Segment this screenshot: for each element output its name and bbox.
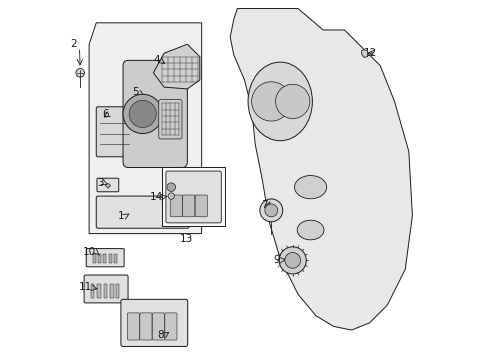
- Circle shape: [168, 193, 174, 199]
- Bar: [110, 284, 114, 298]
- FancyBboxPatch shape: [97, 178, 119, 192]
- Ellipse shape: [297, 220, 324, 240]
- Text: 5: 5: [132, 87, 139, 98]
- Bar: [103, 284, 107, 298]
- FancyBboxPatch shape: [183, 195, 194, 217]
- Text: 12: 12: [363, 48, 376, 58]
- Bar: [97, 284, 101, 298]
- Ellipse shape: [294, 176, 326, 199]
- FancyBboxPatch shape: [127, 313, 139, 340]
- Text: 7: 7: [261, 200, 267, 210]
- Circle shape: [123, 94, 162, 134]
- Circle shape: [259, 199, 282, 222]
- Bar: [114, 254, 117, 263]
- FancyBboxPatch shape: [96, 196, 189, 228]
- Polygon shape: [89, 23, 201, 234]
- Bar: [108, 254, 111, 263]
- FancyBboxPatch shape: [140, 313, 152, 340]
- Text: 1: 1: [118, 211, 124, 221]
- Text: 8: 8: [157, 330, 164, 341]
- Circle shape: [166, 183, 175, 192]
- Text: 4: 4: [154, 55, 160, 65]
- Text: 13: 13: [180, 234, 193, 244]
- FancyBboxPatch shape: [165, 171, 221, 223]
- Bar: [91, 284, 94, 298]
- Text: 14: 14: [149, 192, 163, 202]
- FancyBboxPatch shape: [84, 275, 128, 303]
- Circle shape: [264, 204, 277, 217]
- FancyBboxPatch shape: [164, 313, 177, 340]
- FancyBboxPatch shape: [123, 60, 187, 167]
- Bar: [103, 254, 106, 263]
- FancyBboxPatch shape: [170, 195, 182, 217]
- FancyBboxPatch shape: [121, 299, 187, 346]
- Bar: [98, 254, 101, 263]
- Polygon shape: [361, 50, 367, 58]
- FancyBboxPatch shape: [195, 195, 207, 217]
- Bar: [116, 284, 119, 298]
- Circle shape: [285, 252, 300, 268]
- Text: 3: 3: [97, 177, 103, 188]
- Text: 6: 6: [102, 109, 108, 119]
- Circle shape: [279, 247, 305, 274]
- Circle shape: [129, 100, 156, 127]
- FancyBboxPatch shape: [152, 313, 164, 340]
- Ellipse shape: [247, 62, 312, 141]
- Circle shape: [76, 68, 84, 77]
- Text: 2: 2: [71, 39, 77, 49]
- FancyBboxPatch shape: [96, 107, 134, 157]
- Text: 11: 11: [78, 282, 91, 292]
- Text: 10: 10: [83, 247, 96, 257]
- Text: 9: 9: [273, 255, 280, 265]
- Circle shape: [275, 84, 309, 118]
- Bar: [162, 167, 224, 226]
- Bar: [93, 254, 95, 263]
- FancyBboxPatch shape: [159, 100, 182, 139]
- Circle shape: [251, 82, 290, 121]
- Polygon shape: [153, 44, 200, 89]
- FancyBboxPatch shape: [86, 249, 124, 267]
- Polygon shape: [230, 9, 411, 330]
- Polygon shape: [105, 183, 110, 188]
